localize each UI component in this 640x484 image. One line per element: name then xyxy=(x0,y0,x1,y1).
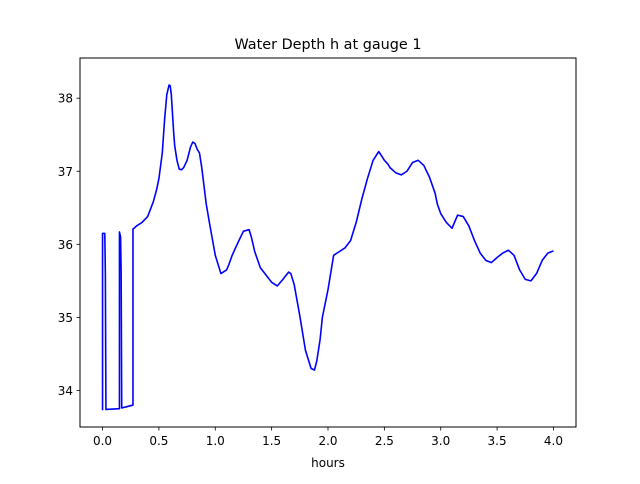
x-tick-label: 1.0 xyxy=(206,434,225,448)
x-tick-label: 2.0 xyxy=(318,434,337,448)
axes-frame xyxy=(79,57,577,428)
x-tick-label: 0.0 xyxy=(93,434,112,448)
x-axis-label: hours xyxy=(311,456,345,470)
x-tick-label: 0.5 xyxy=(149,434,168,448)
axis-ticks: 0.0 0.5 1.0 1.5 2.0 2.5 3.0 3.5 4.0 34 35 36 37 38 xyxy=(58,92,563,448)
y-tick-label: 38 xyxy=(58,92,73,106)
series-line-1 xyxy=(101,84,554,411)
x-tick-label: 4.0 xyxy=(544,434,563,448)
y-tick-label: 35 xyxy=(58,311,73,325)
chart-title: Water Depth h at gauge 1 xyxy=(234,37,421,53)
x-tick-label: 1.5 xyxy=(262,434,281,448)
x-tick-label: 3.5 xyxy=(488,434,507,448)
x-tick-label: 3.0 xyxy=(431,434,450,448)
plot-area xyxy=(101,84,554,411)
y-tick-label: 37 xyxy=(58,165,73,179)
x-tick-label: 2.5 xyxy=(375,434,394,448)
y-tick-label: 34 xyxy=(58,384,73,398)
y-tick-label: 36 xyxy=(58,238,73,252)
